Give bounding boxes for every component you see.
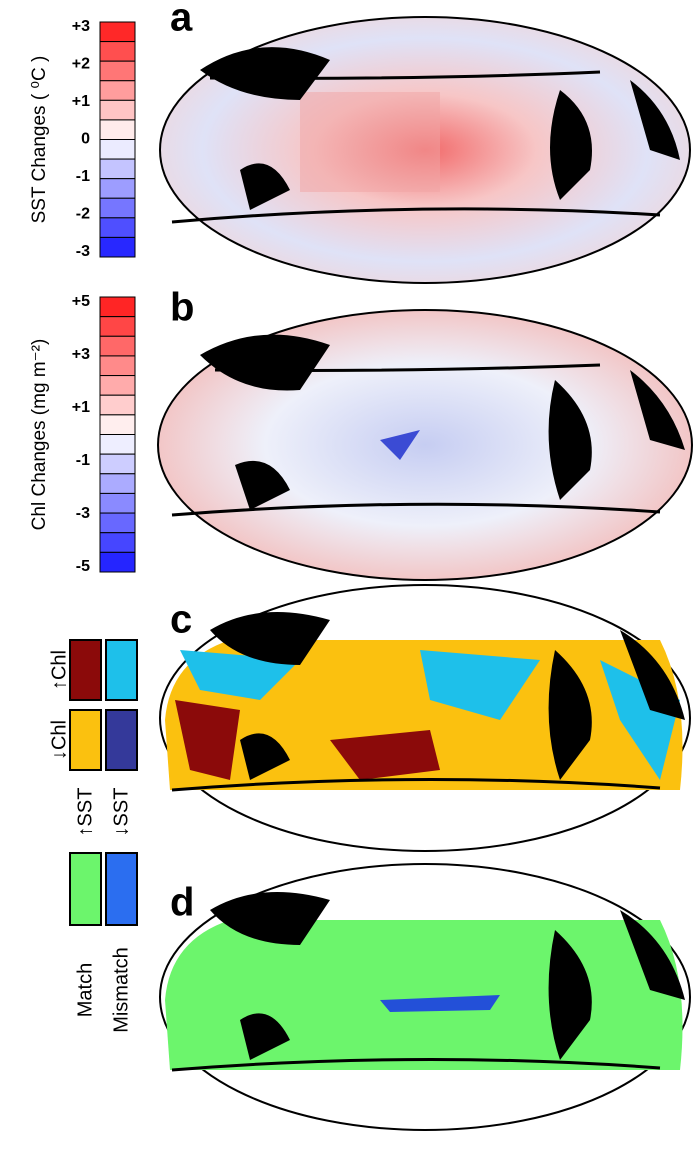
colorbar-segment <box>99 236 136 258</box>
colorbar-segment <box>99 492 136 514</box>
colorbar-tick-label: -1 <box>76 168 90 185</box>
colorbar-segment <box>99 119 136 140</box>
legend-label: ↓Chl <box>48 720 70 760</box>
panel-label: a <box>170 0 193 40</box>
colorbar-segment <box>99 551 136 573</box>
colorbar-tick-label: -3 <box>76 243 90 260</box>
colorbar-title: SST Changes ( ⁰C ) <box>29 56 50 224</box>
map-d <box>159 863 691 1131</box>
colorbar-tick-label: -2 <box>76 206 90 223</box>
colorbar-segment <box>99 473 136 494</box>
colorbar-segment <box>99 394 136 416</box>
colorbar-tick-label: +5 <box>72 293 90 310</box>
legend-c <box>69 639 138 771</box>
colorbar-title: Chl Changes (mg m⁻²) <box>29 339 50 531</box>
colorbar-segment <box>99 60 136 82</box>
legend-label: Mismatch <box>110 947 132 1033</box>
legend-d <box>69 852 138 926</box>
colorbar-segment <box>99 355 136 377</box>
legend-label: ↑SST <box>74 788 96 837</box>
colorbar-segment <box>99 316 136 337</box>
colorbar-segment <box>99 41 136 62</box>
colorbar-segment <box>99 375 136 396</box>
legend-label: Match <box>74 963 96 1017</box>
colorbar-segment <box>99 178 136 199</box>
colorbar-tick-label: -5 <box>76 558 90 575</box>
map-b <box>157 309 693 581</box>
colorbar-segment <box>99 21 136 43</box>
colorbar-segment <box>99 80 136 101</box>
colorbar-tick-label: +1 <box>72 93 90 110</box>
colorbar-segment <box>99 453 136 475</box>
colorbar-segment <box>99 296 136 318</box>
colorbar-segment <box>99 512 136 534</box>
legend-label: ↑Chl <box>48 650 70 690</box>
colorbar-tick-label: +2 <box>72 56 90 73</box>
colorbar-tick-label: -3 <box>76 505 90 522</box>
panel-label: c <box>170 598 192 642</box>
colorbar-segment <box>99 217 136 238</box>
map-c <box>159 584 691 852</box>
colorbar-segment <box>99 335 136 357</box>
colorbar-tick-label: +3 <box>72 346 90 363</box>
legend-label: ↓SST <box>110 788 132 837</box>
colorbar-segment <box>99 414 136 436</box>
colorbar-segment <box>99 197 136 219</box>
colorbar-tick-label: -1 <box>76 452 90 469</box>
colorbar-segment <box>99 532 136 553</box>
colorbar-segment <box>99 139 136 160</box>
panel-label: d <box>170 881 194 925</box>
colorbar-tick-label: 0 <box>81 131 90 148</box>
colorbar-segment <box>99 434 136 455</box>
map-a <box>159 16 691 284</box>
colorbar-segment <box>99 99 136 121</box>
colorbar-tick-label: +1 <box>72 399 90 416</box>
panel-label: b <box>170 286 194 330</box>
colorbar-tick-label: +3 <box>72 18 90 35</box>
colorbar-segment <box>99 158 136 180</box>
